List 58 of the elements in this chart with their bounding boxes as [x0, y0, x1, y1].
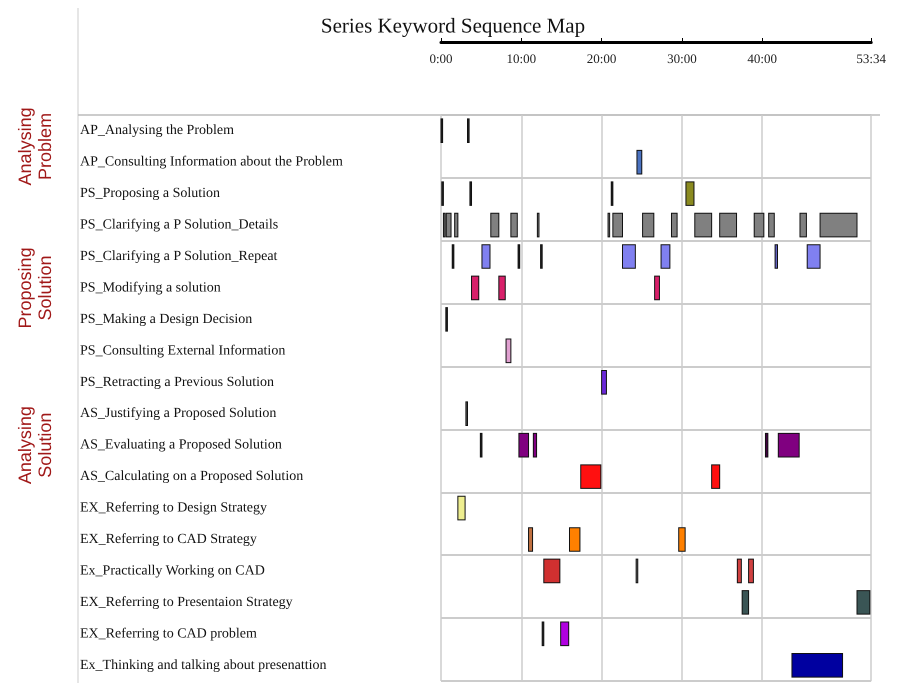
bar: [670, 212, 678, 238]
bar: [568, 527, 580, 552]
x-tick-label: 0:00: [429, 51, 453, 66]
bar: [799, 212, 807, 238]
bar: [719, 212, 738, 238]
y-tick-label: AS_Justifying a Proposed Solution: [80, 406, 276, 422]
text: Proposing Solution: [15, 247, 55, 328]
bar: [528, 527, 534, 552]
y-tick-label: AS_Calculating on a Proposed Solution: [80, 469, 304, 484]
bar: [506, 338, 512, 364]
x-tick-label: 30:00: [667, 51, 697, 66]
bar: [654, 276, 660, 300]
x-tick-label: 53:34: [856, 51, 886, 66]
y-tick-label: PS_Consulting External Information: [80, 343, 286, 358]
bar: [636, 150, 642, 174]
bar: [543, 558, 560, 584]
bar: [685, 181, 694, 206]
bar: [498, 276, 506, 300]
y-tick-label: Ex_Thinking and talking about presenattion: [80, 658, 327, 673]
bar: [791, 652, 844, 678]
text: Analysing Problem: [15, 107, 55, 186]
bar: [711, 464, 720, 489]
bar: [856, 590, 870, 615]
y-tick-label: PS_Modifying a solution: [80, 280, 221, 296]
y-tick-label: AS_Evaluating a Proposed Solution: [80, 438, 282, 453]
bar: [754, 212, 764, 238]
bar: [768, 212, 775, 238]
bar: [748, 558, 754, 584]
text: Analysing Solution: [15, 406, 55, 484]
bar: [457, 496, 466, 520]
y-tick-label: AP_Analysing the Problem: [80, 123, 234, 138]
x-tick-label: 10:00: [506, 51, 536, 66]
y-tick-label: PS_Making a Design Decision: [80, 312, 252, 327]
bar: [778, 432, 800, 458]
bar: [774, 244, 778, 269]
x-tick-label: 20:00: [586, 51, 616, 66]
bar: [678, 527, 686, 552]
chart-title: Series Keyword Sequence Map: [320, 14, 586, 38]
y-tick-label: Ex_Practically Working on CAD: [80, 563, 265, 578]
bar: [764, 432, 768, 458]
bar: [694, 212, 712, 238]
bar: [601, 370, 607, 395]
y-tick-label: PS_Clarifying a P Solution_Details: [80, 218, 278, 233]
bar: [742, 590, 750, 615]
x-tick-label: 40:00: [747, 51, 778, 66]
bar: [820, 212, 858, 238]
bar: [560, 622, 570, 646]
bar: [471, 276, 480, 300]
y-tick-label: EX_Referring to CAD Strategy: [80, 532, 257, 547]
y-tick-label: PS_Proposing a Solution: [80, 186, 220, 202]
y-tick-label: PS_Clarifying a P Solution_Repeat: [80, 249, 278, 264]
y-tick-label: EX_Referring to Presentaion Strategy: [80, 594, 293, 610]
y-tick-label: EX_Referring to CAD problem: [80, 626, 258, 642]
y-tick-label: PS_Retracting a Previous Solution: [80, 374, 274, 390]
y-tick-label: AP_Consulting Information about the Problem: [80, 154, 343, 170]
y-tick-label: EX_Referring to Design Strategy: [80, 500, 268, 516]
bar: [642, 212, 654, 238]
bar: [580, 464, 602, 489]
